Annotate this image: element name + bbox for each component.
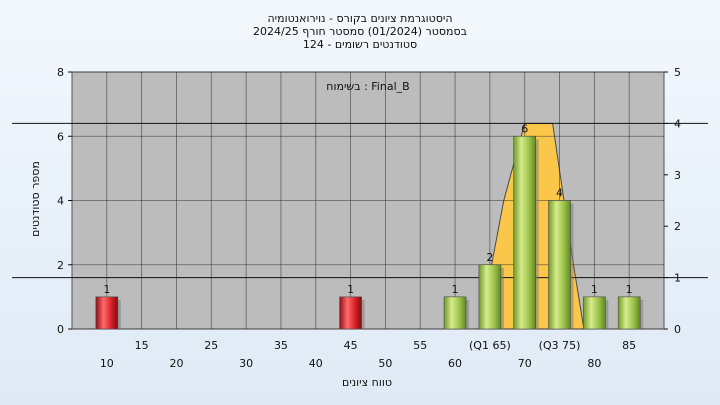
y-tick-label: 8: [57, 66, 64, 79]
x-tick-label: 60: [448, 357, 462, 370]
bar-data-label: 4: [556, 187, 563, 200]
x-tick-label: 80: [587, 357, 601, 370]
y2-tick-label: 4: [674, 117, 681, 130]
x-axis-title: טווח ציונים: [342, 376, 392, 389]
bar-data-label: 1: [591, 283, 598, 296]
bar-data-label: 6: [521, 122, 528, 135]
y2-tick-label: 5: [674, 66, 681, 79]
bar-80: [583, 296, 606, 330]
x-tick-label: 10: [100, 357, 114, 370]
bar-60: [443, 296, 467, 330]
bar-45: [339, 296, 362, 330]
bar-data-label: 1: [452, 283, 459, 296]
x-tick-label: 85: [622, 339, 636, 352]
x-tick-label: 15: [135, 339, 149, 352]
bar-10: [95, 296, 119, 330]
x-tick-label: 55: [413, 339, 427, 352]
y-tick-label: 0: [57, 323, 64, 336]
y-axis-title: מספר סטודנטים: [29, 161, 42, 237]
x-tick-label: (Q3 75): [539, 339, 581, 352]
bar-data-label: 1: [103, 283, 110, 296]
y-tick-label: 4: [57, 195, 64, 208]
x-tick-label: 40: [309, 357, 323, 370]
y-tick-label: 6: [57, 130, 64, 143]
bar-data-label: 1: [347, 283, 354, 296]
y-tick-label: 2: [57, 259, 64, 272]
bar-data-label: 2: [486, 251, 493, 264]
x-tick-label: 25: [204, 339, 218, 352]
y2-tick-label: 2: [674, 220, 681, 233]
bar-70: [513, 135, 537, 330]
x-tick-label: 20: [169, 357, 183, 370]
chart-annotation: בשימוח : Final_B: [326, 80, 409, 93]
y2-tick-label: 1: [674, 272, 681, 285]
x-tick-label: 45: [344, 339, 358, 352]
bar-65: [478, 264, 502, 330]
x-tick-label: (Q1 65): [469, 339, 511, 352]
x-tick-label: 30: [239, 357, 253, 370]
chart-title-line-2: בסמסטר (01/2024) סמסטר חורף 2024/25: [253, 25, 467, 38]
x-tick-label: 70: [518, 357, 532, 370]
x-tick-label: 50: [378, 357, 392, 370]
y2-tick-label: 3: [674, 169, 681, 182]
bar-85: [617, 296, 641, 330]
x-tick-label: 35: [274, 339, 288, 352]
y2-tick-label: 0: [674, 323, 681, 336]
chart-title-line-1: היסטוגרמת ציונים בקורס - נוירואנטומיה: [267, 12, 452, 25]
chart-title-line-3: סטודנטים רשומים - 124: [303, 38, 417, 51]
bar-data-label: 1: [626, 283, 633, 296]
bar-75: [548, 200, 571, 330]
